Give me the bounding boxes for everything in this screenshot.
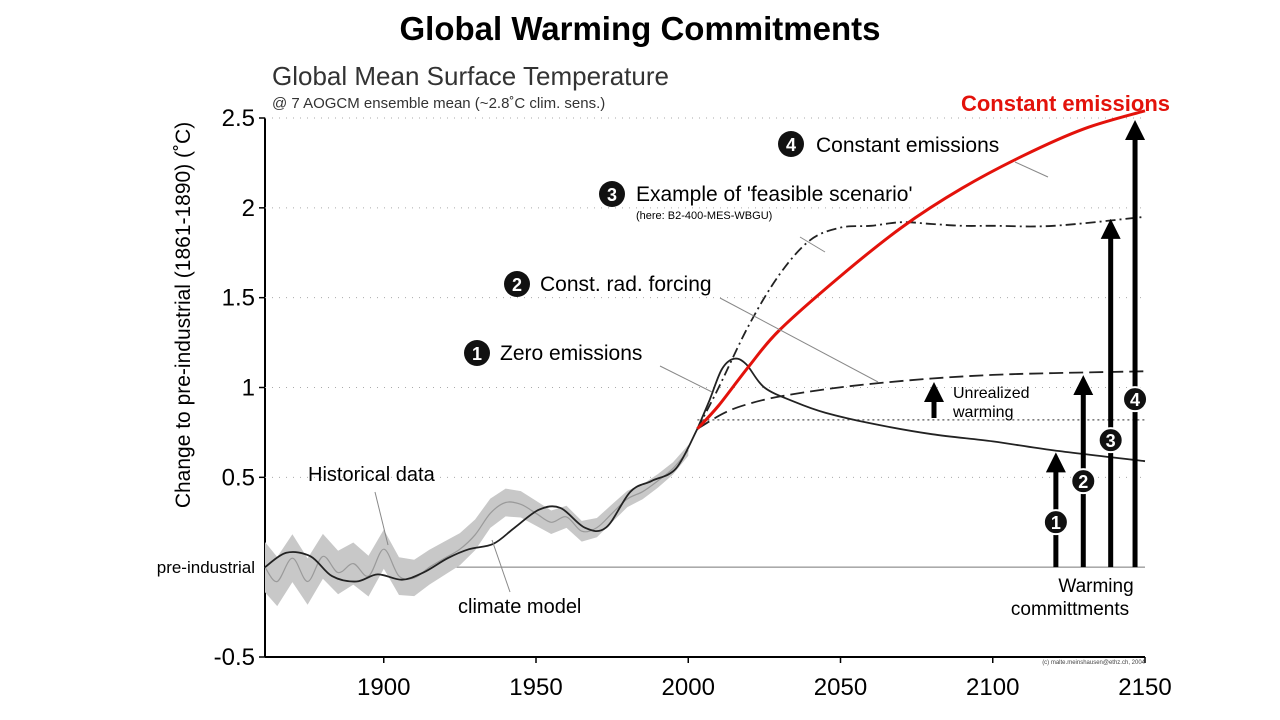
x-tick-label: 2000 (662, 674, 715, 701)
y-tick-label: 2.5 (222, 105, 255, 132)
scenario-3-sublabel: (here: B2-400-MES-WBGU) (636, 210, 772, 222)
zero-emissions-line (696, 357, 1146, 463)
x-tick-label: 1950 (509, 674, 562, 701)
commitment-badge-3 (1097, 427, 1124, 454)
y-tick-label: -0.5 (214, 644, 255, 671)
commitment-number-3: 3 (1106, 431, 1116, 451)
x-tick-label: 2150 (1118, 674, 1171, 701)
feasible-leader (799, 236, 826, 253)
y-tick-label: 0.5 (222, 464, 255, 491)
chart-title: Global Mean Surface Temperature (272, 61, 669, 91)
commitment-number-1: 1 (1051, 513, 1061, 533)
commitment-badge-1 (1042, 509, 1069, 536)
unrealized-label-1: Unrealized (953, 385, 1029, 402)
y-tick-label: 1.5 (222, 285, 255, 312)
scenario-4-badge (778, 131, 804, 157)
climate-model-line (264, 428, 699, 583)
y-tick-label: 2 (242, 195, 255, 222)
scenario-2-badge (504, 271, 530, 297)
climate-model-label: climate model (458, 596, 581, 618)
commitment-number-2: 2 (1078, 472, 1088, 492)
scenario-3-number: 3 (607, 185, 617, 205)
x-tick-label: 2050 (814, 674, 867, 701)
scenario-3-label: Example of 'feasible scenario' (636, 183, 913, 206)
scenario-1-label: Zero emissions (500, 342, 642, 365)
x-tick-label: 1900 (357, 674, 410, 701)
y-ticks: -0.5 0.5 1 1.5 2 2.5 (214, 105, 1145, 671)
scenario-1-number: 1 (472, 344, 482, 364)
pre-industrial-label: pre-industrial (157, 558, 255, 577)
scenario-1-badge (464, 340, 490, 366)
model-leader (491, 539, 511, 593)
commitment-badge-4 (1122, 386, 1149, 413)
historical-leader (374, 491, 389, 546)
commitment-arrows: 1 2 3 4 (1042, 120, 1149, 568)
commitments-label-2: committments (1011, 599, 1129, 620)
scenario-4-number: 4 (786, 135, 796, 155)
constant-emissions-highlight: Constant emissions (961, 91, 1170, 116)
x-tick-label: 2100 (966, 674, 1019, 701)
commitment-number-4: 4 (1130, 390, 1140, 410)
chart-subtitle: @ 7 AOGCM ensemble mean (~2.8˚C clim. se… (272, 95, 605, 112)
historical-data-label: Historical data (308, 464, 436, 486)
y-axis-label: Change to pre-industrial (1861-1890) (˚C… (172, 122, 195, 508)
scenario-3-badge (599, 181, 625, 207)
constant-leader (1014, 161, 1049, 178)
slide-title: Global Warming Commitments (399, 10, 881, 47)
forcing-leader (719, 297, 879, 383)
y-tick-label: 1 (242, 375, 255, 402)
scenario-2-number: 2 (512, 275, 522, 295)
scenario-4-label: Constant emissions (816, 134, 999, 157)
constant-emissions-line (696, 109, 1146, 430)
commitments-label-1: Warming (1058, 576, 1133, 597)
zero-leader (659, 365, 713, 393)
unrealized-label-2: warming (952, 404, 1013, 421)
credit: (c) malte.meinshausen@ethz.ch, 2004 (1042, 660, 1145, 666)
feasible-scenario-line (696, 215, 1146, 430)
x-ticks: 1900 1950 2000 2050 2100 2150 (357, 657, 1172, 701)
scenario-2-label: Const. rad. forcing (540, 273, 712, 296)
historical-data-line (264, 450, 689, 583)
commitment-badge-2 (1070, 468, 1097, 495)
historical-uncertainty-band (265, 445, 689, 607)
const-rad-forcing-line (696, 370, 1146, 430)
